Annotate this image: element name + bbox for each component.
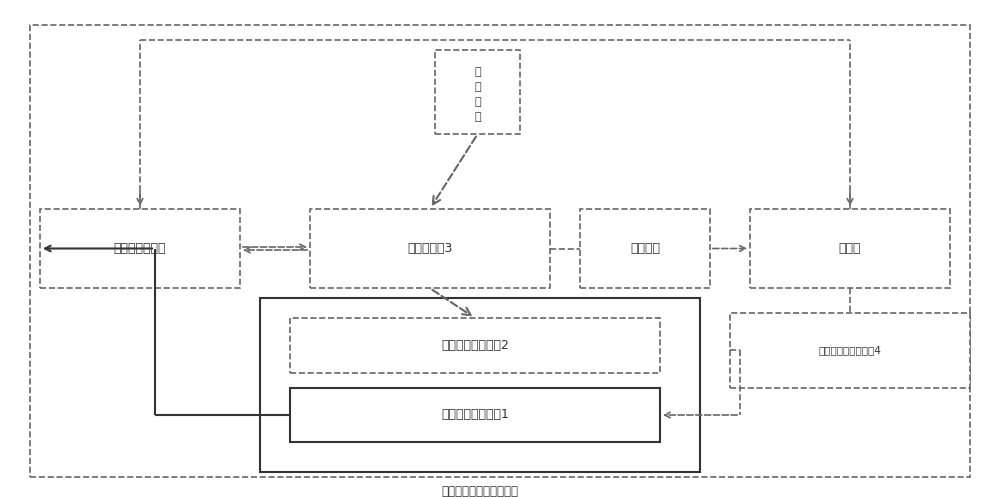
Text: 电: 电: [474, 67, 481, 77]
Bar: [260, 298, 700, 472]
Text: 燃油出口: 燃油出口: [630, 242, 660, 255]
Text: 发动机控制单元: 发动机控制单元: [114, 242, 166, 255]
Text: 装: 装: [474, 97, 481, 107]
Bar: [730, 313, 970, 388]
Text: 源: 源: [474, 82, 481, 92]
Bar: [750, 209, 950, 288]
Bar: [580, 209, 710, 288]
Bar: [435, 50, 520, 134]
Text: 发动机: 发动机: [839, 242, 861, 255]
Text: 停车电磁阀3: 停车电磁阀3: [407, 242, 453, 255]
Text: 发动机转速检测模块4: 发动机转速检测模块4: [819, 345, 881, 355]
Text: 第二故障诊断单元2: 第二故障诊断单元2: [441, 339, 509, 352]
Bar: [290, 388, 660, 442]
Bar: [290, 318, 660, 373]
Text: 置: 置: [474, 112, 481, 122]
Text: 停车电磁阀故障诊断装置: 停车电磁阀故障诊断装置: [442, 485, 518, 497]
Bar: [310, 209, 550, 288]
Bar: [40, 209, 240, 288]
Text: 第一故障诊断单元1: 第一故障诊断单元1: [441, 409, 509, 421]
